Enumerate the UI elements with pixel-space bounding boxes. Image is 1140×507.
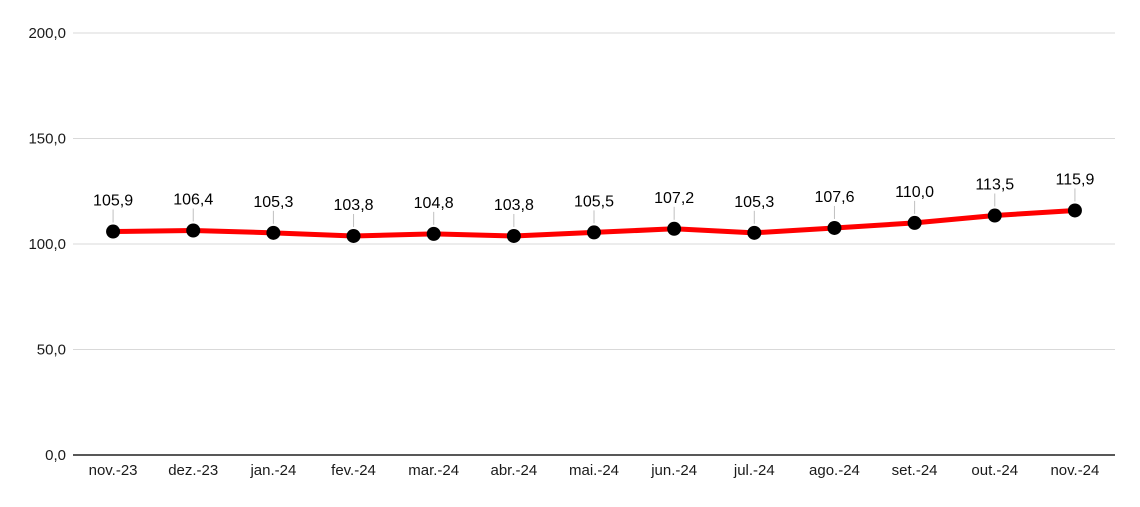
data-point-label: 105,3	[734, 194, 774, 211]
data-point-label: 103,8	[494, 197, 534, 214]
data-point-marker	[266, 225, 281, 240]
data-point-marker	[907, 215, 922, 230]
x-axis-tick-label: jul.-24	[733, 462, 775, 479]
data-point-label: 106,4	[173, 191, 213, 208]
data-point-label: 107,2	[654, 190, 694, 207]
data-point-label: 110,0	[895, 184, 934, 201]
data-point-marker	[1067, 203, 1082, 218]
data-point-label: 105,5	[574, 193, 614, 210]
data-point-marker	[827, 220, 842, 235]
y-axis-tick-label: 0,0	[45, 447, 66, 464]
data-point-marker	[186, 223, 201, 238]
x-axis-tick-label: mai.-24	[569, 462, 619, 479]
x-axis-tick-label: abr.-24	[490, 462, 537, 479]
data-point-marker	[747, 225, 762, 240]
x-axis-tick-label: nov.-23	[89, 462, 138, 479]
y-axis-tick-label: 50,0	[37, 342, 66, 359]
y-axis-tick-label: 200,0	[28, 25, 66, 42]
data-point-marker	[106, 224, 121, 239]
x-axis-tick-label: set.-24	[892, 462, 938, 479]
x-axis-tick-label: nov.-24	[1050, 462, 1099, 479]
x-axis-tick-label: jun.-24	[650, 462, 697, 479]
data-point-marker	[346, 228, 361, 243]
data-point-label: 103,8	[334, 197, 374, 214]
x-axis-tick-label: out.-24	[971, 462, 1018, 479]
x-axis-tick-label: dez.-23	[168, 462, 218, 479]
data-point-marker	[506, 228, 521, 243]
data-point-label: 105,3	[253, 194, 293, 211]
data-point-marker	[587, 225, 601, 240]
data-point-marker	[987, 208, 1002, 223]
x-axis-tick-label: ago.-24	[809, 462, 860, 479]
data-point-label: 115,9	[1055, 171, 1094, 188]
x-axis-tick-label: jan.-24	[249, 462, 296, 479]
data-point-label: 113,5	[975, 177, 1014, 194]
data-point-label: 104,8	[414, 195, 454, 212]
y-axis-tick-label: 100,0	[28, 236, 66, 253]
x-axis-tick-label: mar.-24	[408, 462, 459, 479]
data-point-marker	[426, 226, 441, 241]
x-axis-tick-label: fev.-24	[331, 462, 376, 479]
data-point-label: 105,9	[93, 193, 133, 210]
data-point-marker	[667, 221, 682, 236]
y-axis-tick-label: 150,0	[28, 131, 66, 148]
data-point-label: 107,6	[814, 189, 854, 206]
